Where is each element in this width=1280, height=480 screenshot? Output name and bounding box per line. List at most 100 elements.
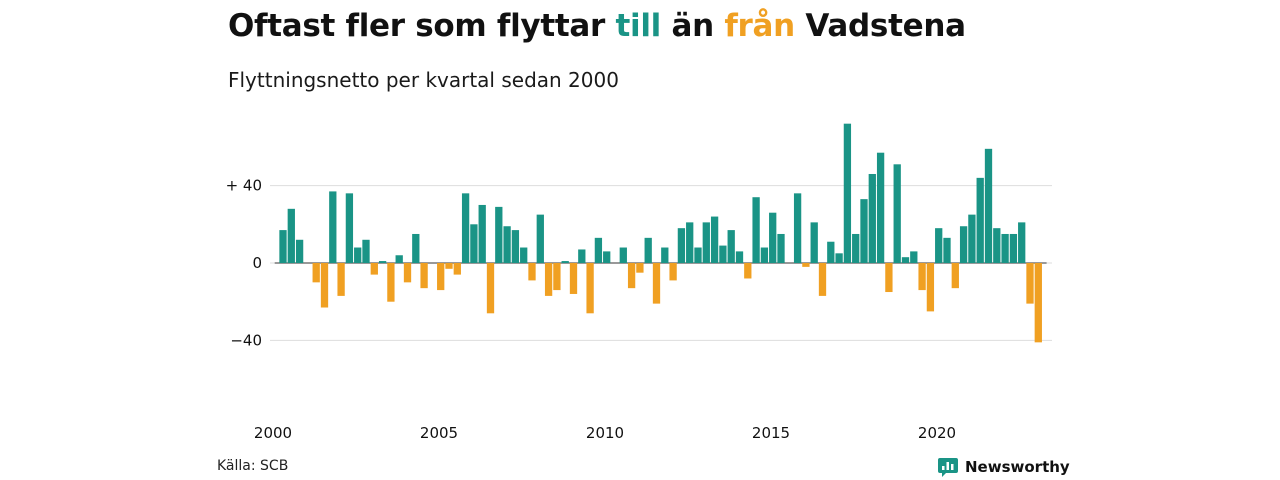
bar <box>603 251 611 263</box>
bar <box>511 230 520 263</box>
bar <box>993 228 1001 263</box>
bar <box>378 261 387 263</box>
bar <box>395 255 403 263</box>
bar <box>984 148 993 263</box>
bar <box>860 199 868 263</box>
brand-name: Newsworthy <box>965 458 1070 476</box>
bar <box>769 212 777 263</box>
x-tick-label: 2020 <box>918 424 956 442</box>
bar <box>710 216 719 263</box>
bar <box>578 249 586 263</box>
bar <box>586 263 594 314</box>
bar <box>536 214 544 264</box>
title-part-5: Vadstena <box>794 8 966 44</box>
bar-chart-speech-bubble-icon <box>938 458 958 477</box>
title-part-3: än <box>660 8 725 44</box>
bar <box>354 247 362 263</box>
bar <box>420 263 428 289</box>
bar <box>520 247 528 263</box>
bar <box>968 214 976 264</box>
bar <box>1026 263 1034 304</box>
bar <box>627 263 636 289</box>
bar <box>910 251 918 263</box>
bars <box>279 123 1042 343</box>
bar <box>312 263 320 283</box>
chart-title: Oftast fler som flyttar till än från Vad… <box>228 8 966 44</box>
bar <box>843 123 852 264</box>
x-axis-ticks: 2000 2005 2010 2015 2020 <box>254 424 956 442</box>
bar <box>793 193 802 263</box>
bar <box>885 263 893 293</box>
bar <box>636 263 644 273</box>
bar-chart: + 40 0 −40 2000 2005 2010 2015 2020 <box>226 123 1052 442</box>
x-tick-label: 2000 <box>254 424 292 442</box>
y-tick-label: + 40 <box>226 177 262 195</box>
bar <box>329 191 337 263</box>
bar <box>295 239 304 263</box>
bar <box>976 177 984 263</box>
bar <box>951 263 959 289</box>
bar <box>777 233 785 263</box>
bar <box>1009 233 1018 263</box>
bar <box>370 263 378 275</box>
bar <box>918 263 926 291</box>
y-tick-label: −40 <box>230 331 262 349</box>
bar <box>486 263 495 314</box>
title-word-fran: från <box>724 8 795 44</box>
bar <box>569 263 578 294</box>
bar <box>470 224 478 263</box>
bar <box>478 204 486 263</box>
bar <box>893 164 901 263</box>
bar <box>1001 233 1009 263</box>
bar <box>744 263 752 279</box>
bar <box>320 263 329 308</box>
bar <box>287 208 295 263</box>
bar <box>735 251 744 263</box>
bar <box>727 230 735 263</box>
chart-subtitle: Flyttningsnetto per kvartal sedan 2000 <box>228 68 619 92</box>
bar <box>1034 263 1042 343</box>
bar <box>876 152 885 263</box>
x-tick-label: 2010 <box>586 424 624 442</box>
bar <box>412 233 420 263</box>
bar <box>619 247 627 263</box>
bar <box>926 263 935 312</box>
bar <box>959 226 968 264</box>
bar <box>935 228 943 263</box>
bar <box>852 233 860 263</box>
bar <box>503 226 511 264</box>
bar <box>437 263 445 291</box>
bar <box>802 263 810 267</box>
bar <box>868 173 876 263</box>
bar <box>661 247 669 263</box>
title-part-1: Oftast fler som flyttar <box>228 8 616 44</box>
bar <box>594 237 603 263</box>
y-tick-label: 0 <box>252 254 262 272</box>
bar <box>445 263 453 269</box>
bar <box>943 237 951 263</box>
bar <box>387 263 395 302</box>
bar <box>453 263 461 275</box>
bar <box>528 263 536 281</box>
bar <box>279 230 287 263</box>
gridlines <box>270 185 1052 341</box>
bar <box>337 263 345 296</box>
bar <box>719 245 727 263</box>
bar <box>702 222 710 263</box>
bar <box>901 257 910 263</box>
bar <box>403 263 412 283</box>
bar <box>495 206 503 263</box>
source-note: Källa: SCB <box>217 458 289 474</box>
x-tick-label: 2005 <box>420 424 458 442</box>
brand-logo: Newsworthy <box>937 456 1070 478</box>
bar <box>553 263 561 291</box>
bar <box>561 261 569 263</box>
bar <box>686 222 694 263</box>
bar <box>694 247 702 263</box>
bar <box>1018 222 1026 263</box>
bar <box>461 193 470 263</box>
x-tick-label: 2015 <box>752 424 790 442</box>
bar <box>752 197 760 263</box>
bar <box>810 222 818 263</box>
bar <box>644 237 652 263</box>
